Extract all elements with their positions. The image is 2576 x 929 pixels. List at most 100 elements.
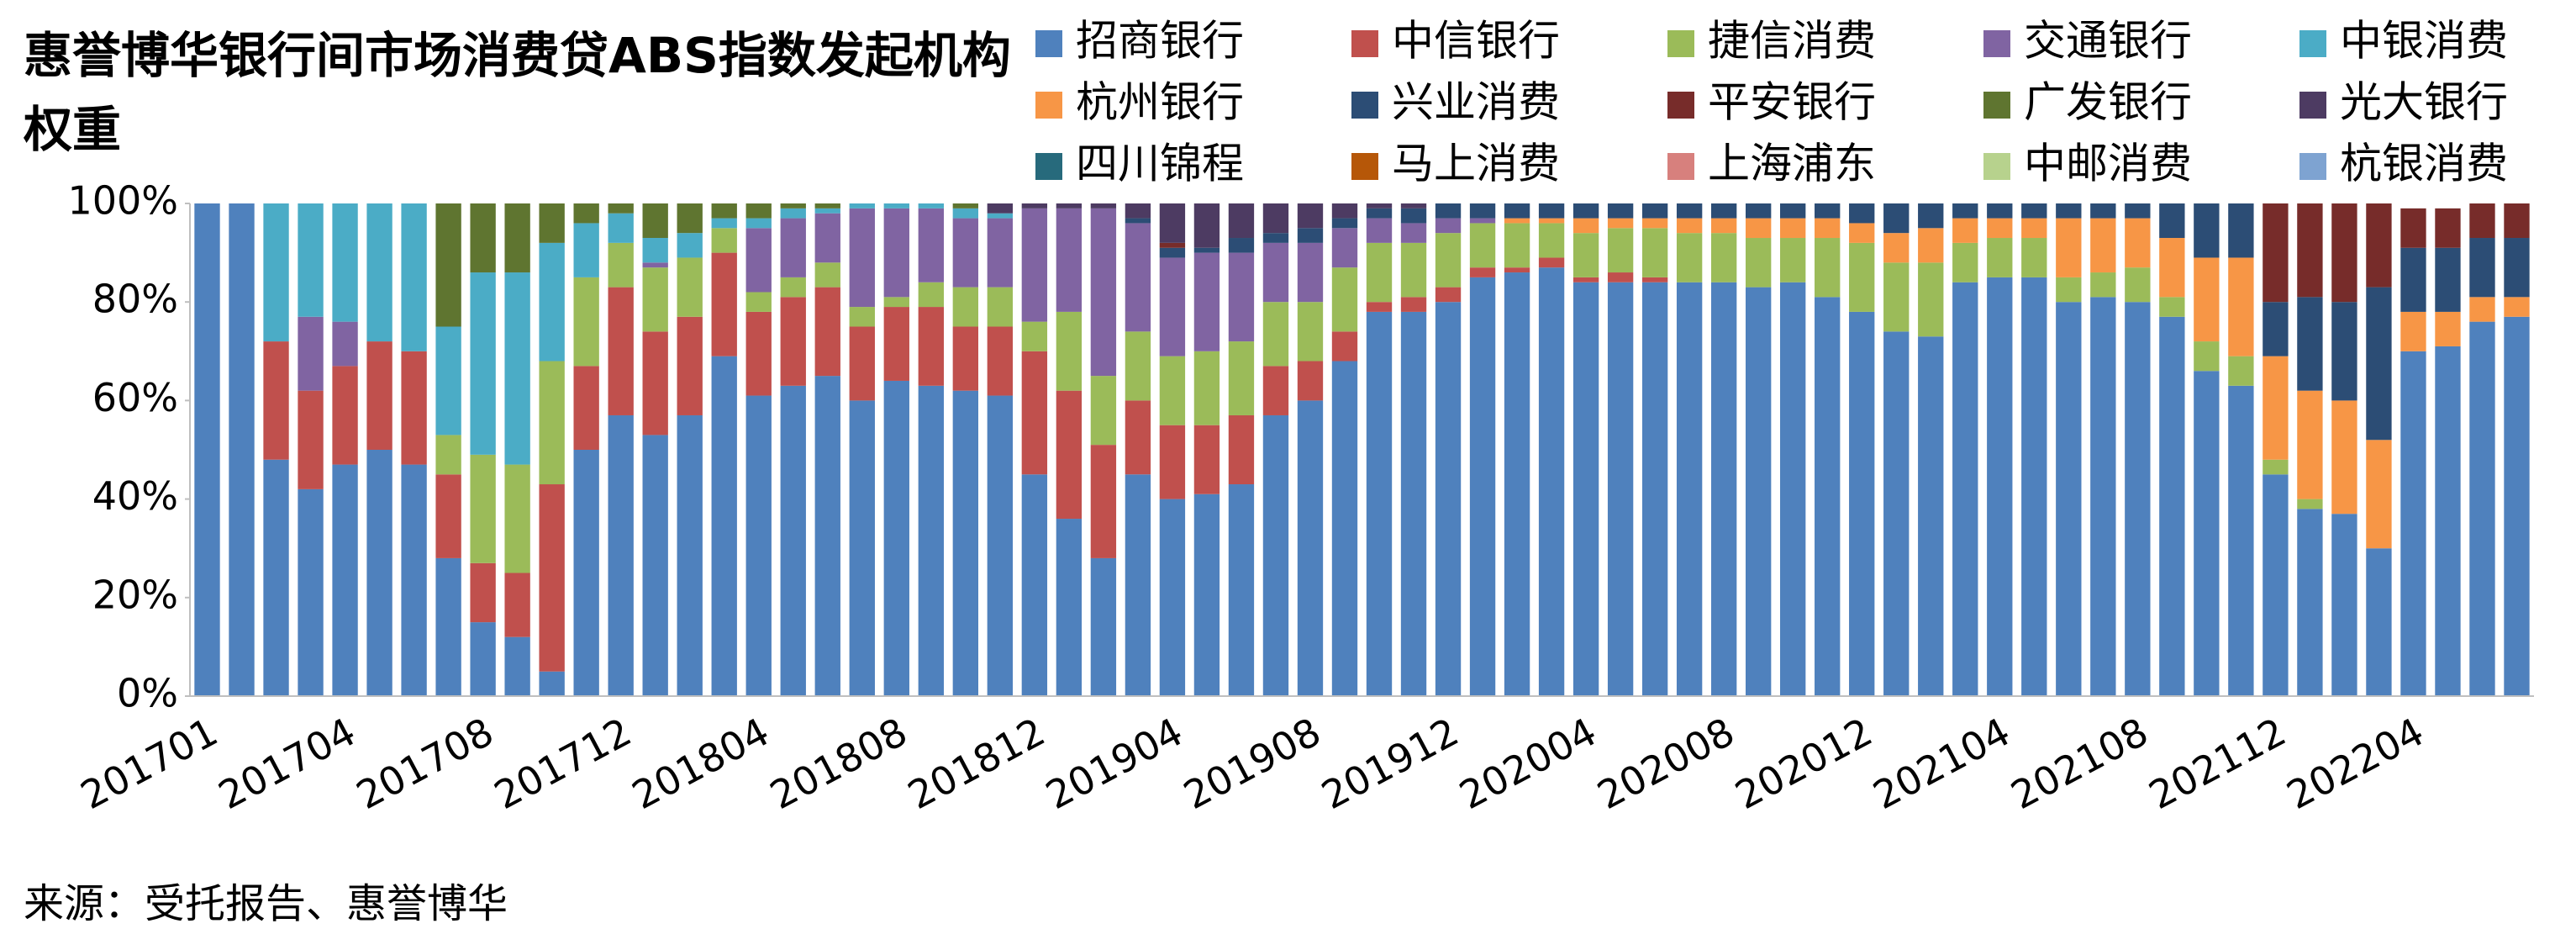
bar-segment: [366, 203, 392, 342]
legend-label: 上海浦东: [1708, 140, 1876, 188]
bar-segment: [1262, 242, 1289, 303]
legend-swatch: [1983, 92, 2010, 119]
bar-segment: [1504, 223, 1530, 268]
bar-segment: [642, 203, 668, 239]
bar-segment: [1056, 203, 1083, 208]
bar-segment: [2228, 356, 2254, 386]
bar-segment: [1090, 376, 1117, 446]
bar-segment: [1538, 223, 1565, 258]
bar-segment: [1021, 203, 1048, 208]
legend-swatch: [1351, 92, 1378, 119]
bar-segment: [1607, 203, 1634, 219]
bar-segment: [1400, 311, 1427, 696]
bar-segment: [332, 321, 358, 367]
bar-segment: [435, 326, 461, 435]
bar-segment: [2228, 385, 2254, 696]
bar-segment: [952, 208, 979, 219]
bar-segment: [2297, 203, 2323, 298]
bar-segment: [1710, 282, 1737, 696]
bar-segment: [539, 242, 565, 362]
bar-segment: [711, 203, 737, 219]
bar-segment: [1331, 203, 1358, 219]
bar-segment: [780, 203, 806, 208]
bar-segment: [1607, 272, 1634, 282]
bar-segment: [1849, 242, 1875, 312]
bar-segment: [1504, 272, 1530, 696]
bar-segment: [711, 356, 737, 696]
bar-segment: [1125, 203, 1151, 219]
bar-segment: [1849, 203, 1875, 224]
bar-segment: [1849, 223, 1875, 243]
legend-label: 四川锦程: [1076, 140, 1244, 188]
bar-segment: [1641, 228, 1668, 277]
bar-segment: [677, 203, 703, 234]
bar-segment: [1193, 247, 1220, 253]
bar-segment: [2435, 311, 2461, 346]
bar-segment: [2263, 302, 2289, 356]
bar-segment: [849, 400, 875, 696]
bar-segment: [608, 203, 634, 214]
bar-segment: [2366, 203, 2392, 288]
bar-segment: [608, 414, 634, 696]
legend-swatch: [1983, 30, 2010, 57]
bar-segment: [1056, 519, 1083, 696]
bar-segment: [987, 203, 1014, 214]
bar-segment: [2400, 311, 2426, 351]
bar-segment: [1125, 474, 1151, 696]
bar-segment: [952, 390, 979, 696]
legend-label: 杭州银行: [1076, 78, 1244, 127]
bar-segment: [1883, 331, 1910, 696]
bar-segment: [2228, 257, 2254, 356]
bar-segment: [2056, 302, 2082, 696]
bar-segment: [883, 307, 909, 381]
bar-segment: [608, 287, 634, 415]
x-tick-label: 202204: [2279, 709, 2431, 818]
bar-segment: [1366, 242, 1393, 303]
bar-segment: [2435, 346, 2461, 696]
bar-segment: [1056, 390, 1083, 520]
bar-segment: [918, 208, 944, 282]
legend-label: 杭银消费: [2340, 140, 2508, 188]
bar-segment: [849, 326, 875, 401]
bar-segment: [1331, 331, 1358, 362]
bar-segment: [1228, 484, 1255, 696]
bar-segment: [1193, 425, 1220, 494]
bar-segment: [1159, 257, 1186, 356]
bar-segment: [1193, 494, 1220, 696]
bar-segment: [401, 351, 427, 465]
bar-segment: [1262, 366, 1289, 415]
bar-segment: [573, 450, 599, 696]
bar-segment: [1641, 218, 1668, 229]
bar-segment: [1297, 242, 1324, 303]
bar-segment: [435, 203, 461, 327]
bar-segment: [2090, 203, 2116, 219]
bar-segment: [987, 287, 1014, 327]
bar-segment: [952, 203, 979, 208]
bar-segment: [504, 636, 530, 696]
bar-segment: [1021, 208, 1048, 322]
bar-segment: [1262, 414, 1289, 696]
bar-segment: [1331, 361, 1358, 696]
x-tick-label: 202112: [2141, 709, 2293, 818]
x-tick-label: 201708: [349, 709, 500, 818]
bar-segment: [2400, 247, 2426, 312]
legend-swatch: [1667, 30, 1694, 57]
bar-segment: [1607, 282, 1634, 696]
bar-segment: [814, 287, 840, 377]
bar-segment: [1952, 282, 1978, 696]
bar-segment: [642, 262, 668, 268]
bar-segment: [2090, 272, 2116, 298]
legend-swatch: [1035, 153, 1062, 180]
legend-label: 广发银行: [2024, 78, 2192, 127]
bar-segment: [1125, 223, 1151, 332]
bar-segment: [1021, 321, 1048, 351]
bar-segment: [229, 203, 255, 696]
x-tick-label: 201904: [1039, 709, 1190, 818]
bar-segment: [263, 341, 289, 460]
bar-segment: [470, 203, 496, 273]
bar-segment: [401, 464, 427, 696]
legend-label: 光大银行: [2340, 78, 2508, 127]
bar-segment: [263, 203, 289, 342]
bar-segment: [1815, 238, 1841, 298]
